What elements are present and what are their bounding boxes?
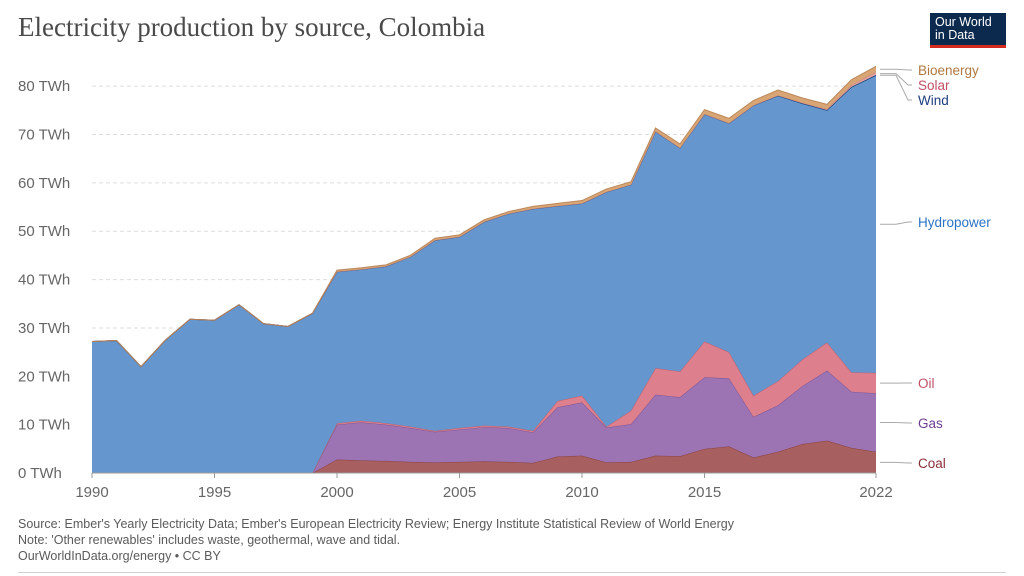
label-leader-gas [880, 421, 912, 424]
bottom-divider [18, 572, 1006, 573]
area-coal[interactable] [92, 440, 876, 473]
x-tick-label: 2010 [565, 484, 598, 501]
area-gas[interactable] [92, 370, 876, 473]
label-leader-coal [880, 461, 912, 464]
label-leader-wind [880, 74, 912, 101]
series-label-solar[interactable]: Solar [918, 78, 950, 93]
label-leader-solar [880, 73, 912, 86]
y-tick-label: 70 TWh [18, 127, 70, 144]
owid-logo[interactable]: Our World in Data [930, 13, 1006, 48]
series-label-hydropower[interactable]: Hydropower [918, 215, 991, 230]
series-label-coal[interactable]: Coal [918, 456, 946, 471]
x-tick-label: 2000 [320, 484, 353, 501]
x-axis: 1990 1995 2000 2005 2010 2015 2022 [75, 472, 893, 501]
y-tick-label: 0 TWh [18, 465, 62, 482]
footnote: Note: 'Other renewables' includes waste,… [18, 533, 401, 547]
source-url[interactable]: OurWorldInData.org/energy • CC BY [18, 549, 221, 563]
y-tick-label: 80 TWh [18, 78, 70, 95]
x-tick-label: 1990 [75, 484, 108, 501]
source-note: Source: Ember's Yearly Electricity Data;… [18, 517, 734, 531]
x-tick-label: 1995 [198, 484, 231, 501]
y-tick-label: 30 TWh [18, 320, 70, 337]
x-tick-label: 2005 [443, 484, 476, 501]
series-label-gas[interactable]: Gas [918, 416, 943, 431]
y-tick-label: 20 TWh [18, 368, 70, 385]
y-tick-label: 10 TWh [18, 417, 70, 434]
stacked-areas [91, 65, 877, 474]
area-oil[interactable] [92, 341, 876, 473]
label-leader-bioenergy [880, 68, 912, 71]
x-tick-label: 2022 [859, 484, 892, 501]
y-tick-label: 50 TWh [18, 223, 70, 240]
logo-line-2: in Data [935, 28, 975, 42]
area-hydropower[interactable] [92, 75, 876, 474]
y-tick-label: 40 TWh [18, 272, 70, 289]
series-label-oil[interactable]: Oil [918, 376, 935, 391]
x-tick-label: 2015 [688, 484, 721, 501]
series-label-wind[interactable]: Wind [918, 93, 949, 108]
logo-accent-bar [930, 45, 1006, 48]
y-tick-label: 60 TWh [18, 175, 70, 192]
label-leader-hydropower [880, 221, 912, 225]
series-label-bioenergy[interactable]: Bioenergy [918, 63, 979, 78]
chart-title: Electricity production by source, Colomb… [18, 12, 486, 42]
area-edge-bioenergy [91, 65, 877, 368]
logo-line-1: Our World [935, 15, 992, 29]
y-axis-ticks: 0 TWh 10 TWh 20 TWh 30 TWh 40 TWh 50 TWh 60 TW… [18, 78, 70, 482]
